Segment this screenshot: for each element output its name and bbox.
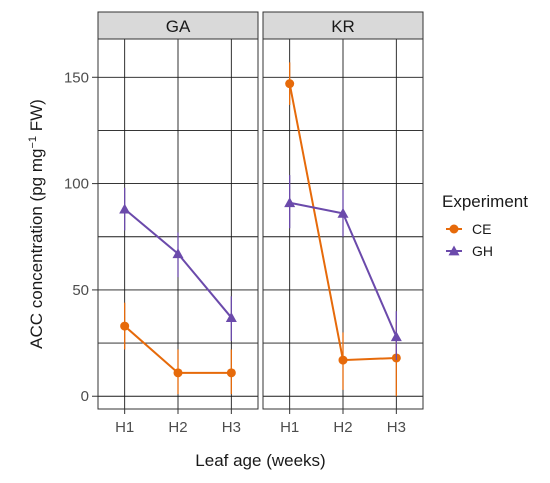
legend-item-label: CE xyxy=(472,221,491,237)
legend: Experiment CE GH xyxy=(442,192,528,259)
facet-strip xyxy=(97,11,259,40)
data-point-triangle xyxy=(337,207,349,218)
y-axis-label: ACC concentration (pg mg−1 FW) xyxy=(27,99,46,349)
legend-title: Experiment xyxy=(442,192,528,211)
y-axis-label-tail: FW) xyxy=(27,99,46,136)
data-point-triangle xyxy=(172,248,184,259)
facet-panel-kr: KR H1 H2 H3 xyxy=(262,11,424,436)
y-tick-label: 150 xyxy=(64,69,89,86)
data-point-circle xyxy=(338,355,348,365)
legend-item-label: GH xyxy=(472,243,493,259)
data-point-circle xyxy=(285,79,295,89)
y-axis-label-main: ACC concentration (pg mg xyxy=(27,149,46,349)
y-tick-label: 100 xyxy=(64,176,89,193)
facet-panel-ga: GA H1 H2 H3 xyxy=(97,11,259,436)
legend-item-gh: GH xyxy=(446,243,493,259)
legend-key-circle xyxy=(449,224,459,234)
legend-item-ce: CE xyxy=(446,221,491,237)
data-point-triangle xyxy=(119,203,131,214)
data-point-triangle xyxy=(225,312,237,322)
series-gh xyxy=(284,175,402,361)
x-tick-label: H3 xyxy=(222,419,241,436)
data-point-triangle xyxy=(284,197,296,208)
series-ce xyxy=(120,302,236,395)
x-tick-label: H2 xyxy=(168,419,187,436)
x-tick-label: H3 xyxy=(387,419,406,436)
x-tick-label: H1 xyxy=(280,419,299,436)
facet-strip-label: GA xyxy=(166,17,191,36)
facet-strip-label: KR xyxy=(331,17,355,36)
x-tick-label: H2 xyxy=(333,419,352,436)
data-point-circle xyxy=(120,321,130,331)
data-point-circle xyxy=(226,368,236,378)
series-gh xyxy=(119,187,237,341)
series-ce xyxy=(285,62,401,397)
data-point-circle xyxy=(173,368,183,378)
x-axis-label: Leaf age (weeks) xyxy=(195,451,325,470)
y-tick-label: 0 xyxy=(81,388,89,405)
x-tick-label: H1 xyxy=(115,419,134,436)
y-tick-label: 50 xyxy=(72,282,89,299)
legend-key-triangle xyxy=(448,245,460,256)
data-point-triangle xyxy=(390,331,402,342)
y-axis-label-superscript: −1 xyxy=(27,136,39,149)
